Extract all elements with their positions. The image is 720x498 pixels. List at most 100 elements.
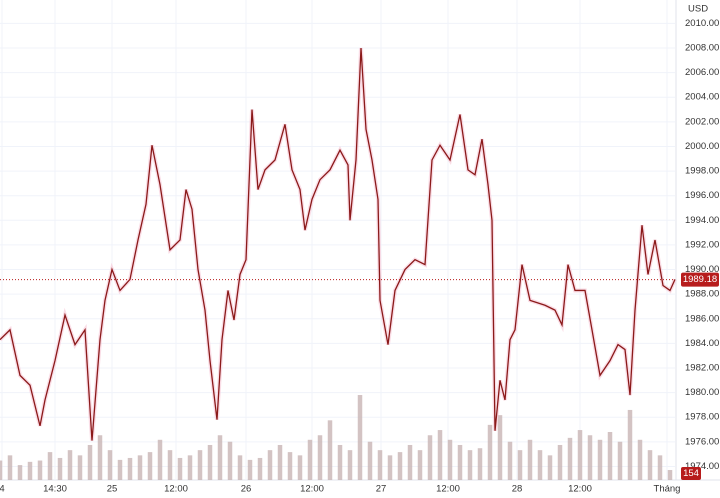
y-tick-label: 1990.00 [685, 264, 719, 275]
volume-bar [627, 409, 633, 480]
x-tick-label: 26 [241, 484, 252, 495]
volume-bar [497, 415, 503, 480]
volume-bar [197, 450, 203, 480]
volume-bar [137, 455, 143, 480]
volume-bar [557, 444, 563, 480]
volume-bar [257, 457, 263, 480]
y-tick-label: 2008.00 [685, 43, 719, 54]
y-tick-label: 1996.00 [685, 190, 719, 201]
x-tick-label: 12:00 [164, 484, 188, 495]
volume-bar [147, 452, 153, 480]
x-tick-label: 28 [512, 484, 523, 495]
y-tick-label: 1988.00 [685, 289, 719, 300]
volume-bar [637, 439, 643, 480]
price-line [0, 47, 676, 441]
volume-bar [107, 450, 113, 480]
volume-bar [617, 441, 623, 480]
x-tick-label: 12:00 [436, 484, 460, 495]
y-tick-label: 1978.00 [685, 412, 719, 423]
volume-bar [587, 435, 593, 480]
volume-bar [267, 450, 273, 480]
volume-bar [567, 437, 573, 480]
y-unit: USD [688, 4, 708, 15]
y-tick-label: 2002.00 [685, 116, 719, 127]
volume-bar [517, 450, 523, 480]
volume-bar [157, 439, 163, 480]
volume-bar [127, 457, 133, 480]
volume-bar [597, 439, 603, 480]
volume-bar [87, 444, 93, 480]
x-tick-label: 27 [376, 484, 387, 495]
volume-bar [447, 439, 453, 480]
volume-bar [0, 460, 3, 480]
y-tick-label: 1984.00 [685, 338, 719, 349]
y-tick-label: 1974.00 [685, 461, 719, 472]
volume-bar [227, 441, 233, 480]
volume-bar [407, 444, 413, 480]
volume-bar [537, 450, 543, 480]
volume-bar [47, 452, 53, 480]
volume-bar [547, 455, 553, 480]
y-tick-label: 1994.00 [685, 215, 719, 226]
volume-bar [467, 450, 473, 480]
volume-bar [277, 444, 283, 480]
volume-bar [457, 444, 463, 480]
y-tick-label: 1998.00 [685, 166, 719, 177]
volume-bar [307, 439, 313, 480]
volume-bar [297, 455, 303, 480]
volume-bar [117, 459, 123, 480]
volume-bar [167, 450, 173, 480]
volume-bar [207, 444, 213, 480]
x-tick-label: Tháng [654, 484, 681, 495]
y-tick-label: 2000.00 [685, 141, 719, 152]
last-price-box [681, 272, 719, 287]
y-tick-label: 1992.00 [685, 239, 719, 250]
y-tick-label: 2006.00 [685, 67, 719, 78]
x-tick-label: 12:00 [300, 484, 324, 495]
y-tick-label: 1982.00 [685, 363, 719, 374]
volume-bar [387, 455, 393, 480]
x-tick-label: 14:30 [43, 484, 67, 495]
volume-bar [317, 435, 323, 480]
last-price-label: 1989.18 [683, 274, 717, 285]
volume-bar [367, 441, 373, 480]
volume-bar [647, 450, 653, 480]
x-tick-label: 12:00 [568, 484, 592, 495]
volume-bar [527, 439, 533, 480]
volume-bar [577, 430, 583, 480]
volume-bar [17, 465, 23, 480]
volume-bar [77, 455, 83, 480]
volume-bar [507, 441, 513, 480]
volume-bar [287, 452, 293, 480]
volume-bar [237, 455, 243, 480]
y-tick-label: 1980.00 [685, 387, 719, 398]
volume-bar [357, 395, 363, 480]
volume-bar [187, 455, 193, 480]
volume-bar [177, 457, 183, 480]
volume-bar [427, 435, 433, 480]
volume-bar [37, 460, 43, 480]
volume-bar [437, 430, 443, 480]
volume-bar [397, 452, 403, 480]
volume-bar [477, 448, 483, 480]
volume-bar [327, 420, 333, 480]
y-tick-label: 2010.00 [685, 18, 719, 29]
last-volume-label: 154 [683, 468, 699, 479]
y-tick-label: 2004.00 [685, 92, 719, 103]
volume-bar [667, 470, 673, 480]
volume-bar [57, 457, 63, 480]
volume-bar [97, 435, 103, 480]
volume-bar [7, 455, 13, 480]
volume-bar [27, 461, 33, 480]
volume-bar [377, 450, 383, 480]
y-tick-label: 1986.00 [685, 313, 719, 324]
volume-bar [247, 459, 253, 480]
volume-bar [217, 435, 223, 480]
volume-bar [347, 450, 353, 480]
volume-bar [417, 450, 423, 480]
last-volume-box [681, 467, 701, 480]
volume-bar [337, 444, 343, 480]
volume-bar [67, 450, 73, 480]
volume-bar [487, 424, 493, 480]
x-tick-label: 4 [0, 484, 5, 495]
